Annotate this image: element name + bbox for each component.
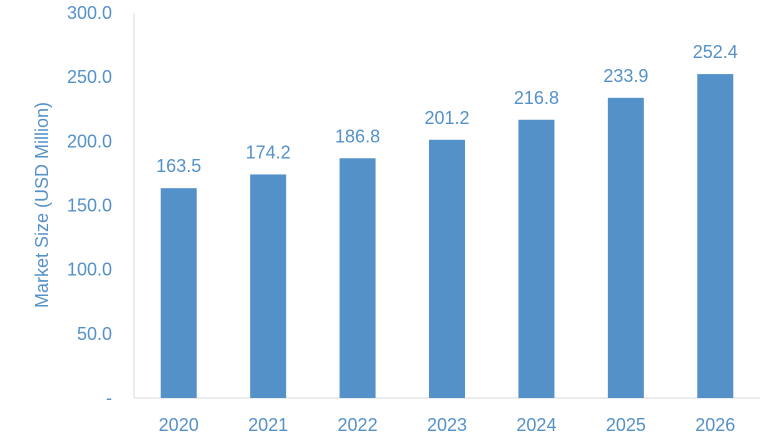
bar-value-label: 233.9 — [603, 66, 648, 86]
y-tick-label: 100.0 — [67, 260, 112, 280]
bar — [697, 74, 734, 398]
bar — [160, 188, 197, 398]
x-tick-label: 2022 — [338, 415, 378, 435]
bar — [429, 139, 465, 399]
bar — [339, 158, 376, 398]
y-tick-label: - — [106, 388, 112, 408]
bar-value-label: 252.4 — [693, 42, 738, 62]
y-tick-label: 50.0 — [77, 324, 112, 344]
bar — [607, 97, 644, 398]
x-tick-label: 2021 — [248, 415, 288, 435]
y-tick-label: 300.0 — [67, 3, 112, 23]
x-tick-label: 2024 — [516, 415, 556, 435]
y-axis-title: Market Size (USD Million) — [32, 102, 52, 308]
bar-value-label: 163.5 — [156, 156, 201, 176]
y-tick-label: 200.0 — [67, 131, 112, 151]
y-tick-label: 250.0 — [67, 67, 112, 87]
x-tick-label: 2026 — [695, 415, 735, 435]
bar-value-label: 216.8 — [514, 88, 559, 108]
bar — [250, 174, 287, 398]
x-tick-label: 2020 — [159, 415, 199, 435]
x-tick-label: 2025 — [606, 415, 646, 435]
bar — [518, 119, 555, 399]
bar-value-label: 174.2 — [246, 142, 291, 162]
x-tick-label: 2023 — [427, 415, 467, 435]
bar-value-label: 201.2 — [424, 108, 469, 128]
y-tick-label: 150.0 — [67, 196, 112, 216]
bar-value-label: 186.8 — [335, 126, 380, 146]
